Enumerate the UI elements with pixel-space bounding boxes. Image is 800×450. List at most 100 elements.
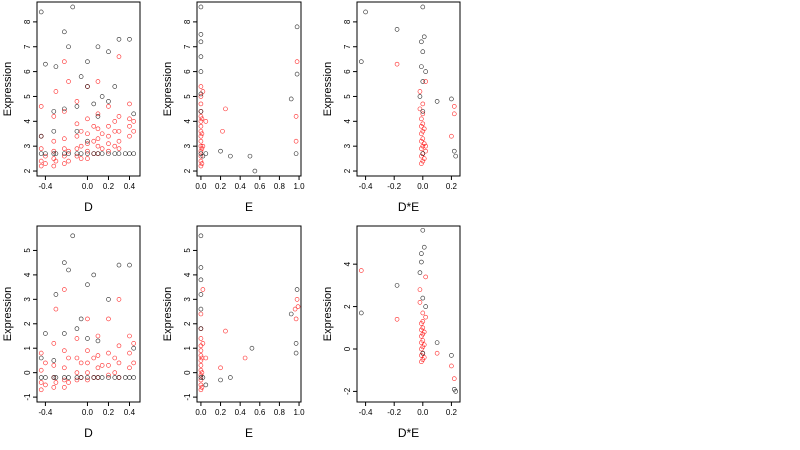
data-point-black [74,104,80,109]
data-point-red [419,131,424,137]
data-point-black [112,151,118,156]
data-point-red [99,363,105,368]
data-point-red [200,341,206,346]
data-point-red [423,274,428,280]
y-tick-label: 4 [343,261,352,266]
data-point-red [62,153,67,159]
data-point-red [198,348,204,353]
data-point-red [198,128,204,134]
data-point-red [198,138,204,144]
data-point-red [51,385,57,390]
data-point-red [421,141,427,146]
data-point-red [220,128,225,134]
data-point-red [91,355,97,361]
data-point-black [358,310,364,316]
data-point-red [420,338,426,343]
data-point-red [43,382,48,388]
data-point-red [38,158,44,164]
x-tick-label: 0.2 [215,182,227,191]
data-point-black [38,151,44,156]
data-point-black [421,244,427,250]
data-point-black [66,151,71,156]
data-point-red [51,163,57,169]
data-point-black [419,39,424,45]
data-point-red [78,360,84,366]
y-tick-label: 4 [183,272,192,277]
data-point-red [131,360,136,366]
data-point-red [106,133,111,139]
data-point-red [423,143,428,149]
data-point-black [91,272,97,278]
data-point-red [419,123,424,129]
data-point-black [131,151,136,156]
data-point-black [99,151,105,156]
data-point-red [420,319,426,324]
data-point-black [85,336,90,341]
data-point-black [293,151,299,156]
x-tick-label: 0.8 [274,182,286,191]
data-point-black [394,283,400,288]
data-point-black [198,306,204,312]
plot-frame [36,1,141,177]
data-point-red [421,355,427,360]
data-point-red [199,116,205,122]
y-tick-label: 5 [183,248,192,253]
data-point-red [420,101,426,107]
data-point-red [127,101,132,107]
data-point-red [198,336,204,341]
y-axis-title: Expression [162,62,174,116]
data-point-black [78,316,84,322]
data-point-black [434,340,440,345]
data-point-red [127,365,132,371]
data-point-red [198,387,204,393]
data-point-red [417,89,423,94]
data-point-black [293,341,299,346]
data-point-black [420,151,426,156]
data-point-red [199,146,205,151]
data-point-red [199,370,205,375]
data-point-black [95,375,101,380]
data-point-red [419,138,424,144]
data-point-black [53,292,59,297]
data-point-red [293,114,299,119]
data-point-red [106,123,111,129]
data-point-red [43,153,48,159]
data-point-black [127,375,132,380]
data-point-red [53,158,59,164]
data-point-red [451,111,457,117]
data-point-black [43,331,48,336]
y-tick-label: 0 [183,370,192,375]
data-point-black [66,267,71,273]
data-point-red [112,143,118,149]
x-tick-label: 0.4 [235,408,247,417]
data-point-black [420,350,426,356]
data-point-red [85,131,90,137]
data-point-red [131,119,136,124]
y-tick-label: -2 [343,387,352,395]
data-point-black [198,54,204,59]
data-point-red [106,363,111,368]
data-point-red [131,341,136,346]
data-point-red [95,143,101,149]
x-axis-title: E [245,200,253,214]
panel-2: 0.0 0.2 0.4 0.6 0.8 1.0 2 3 4 5 6 7 8 E Expression [162,1,305,214]
data-point-red [420,310,426,316]
data-point-black [66,375,71,380]
data-point-black [112,84,118,89]
panel-6: -0.4 -0.2 0.0 0.2 -2 0 2 4 D*E Expression [322,225,461,440]
data-point-red [200,143,206,149]
data-point-black [85,151,90,156]
x-tick-label: 0.4 [124,408,136,417]
data-point-red [449,363,454,369]
data-point-black [198,375,204,380]
data-point-black [198,292,204,297]
y-tick-label: 2 [183,168,192,173]
y-tick-label: 7 [23,44,32,49]
data-point-black [449,96,454,102]
data-point-red [112,128,118,134]
data-point-red [451,376,457,381]
data-point-red [421,156,427,161]
y-tick-label: 2 [23,321,32,326]
x-tick-label: -0.2 [387,182,401,191]
data-point-red [198,133,204,139]
